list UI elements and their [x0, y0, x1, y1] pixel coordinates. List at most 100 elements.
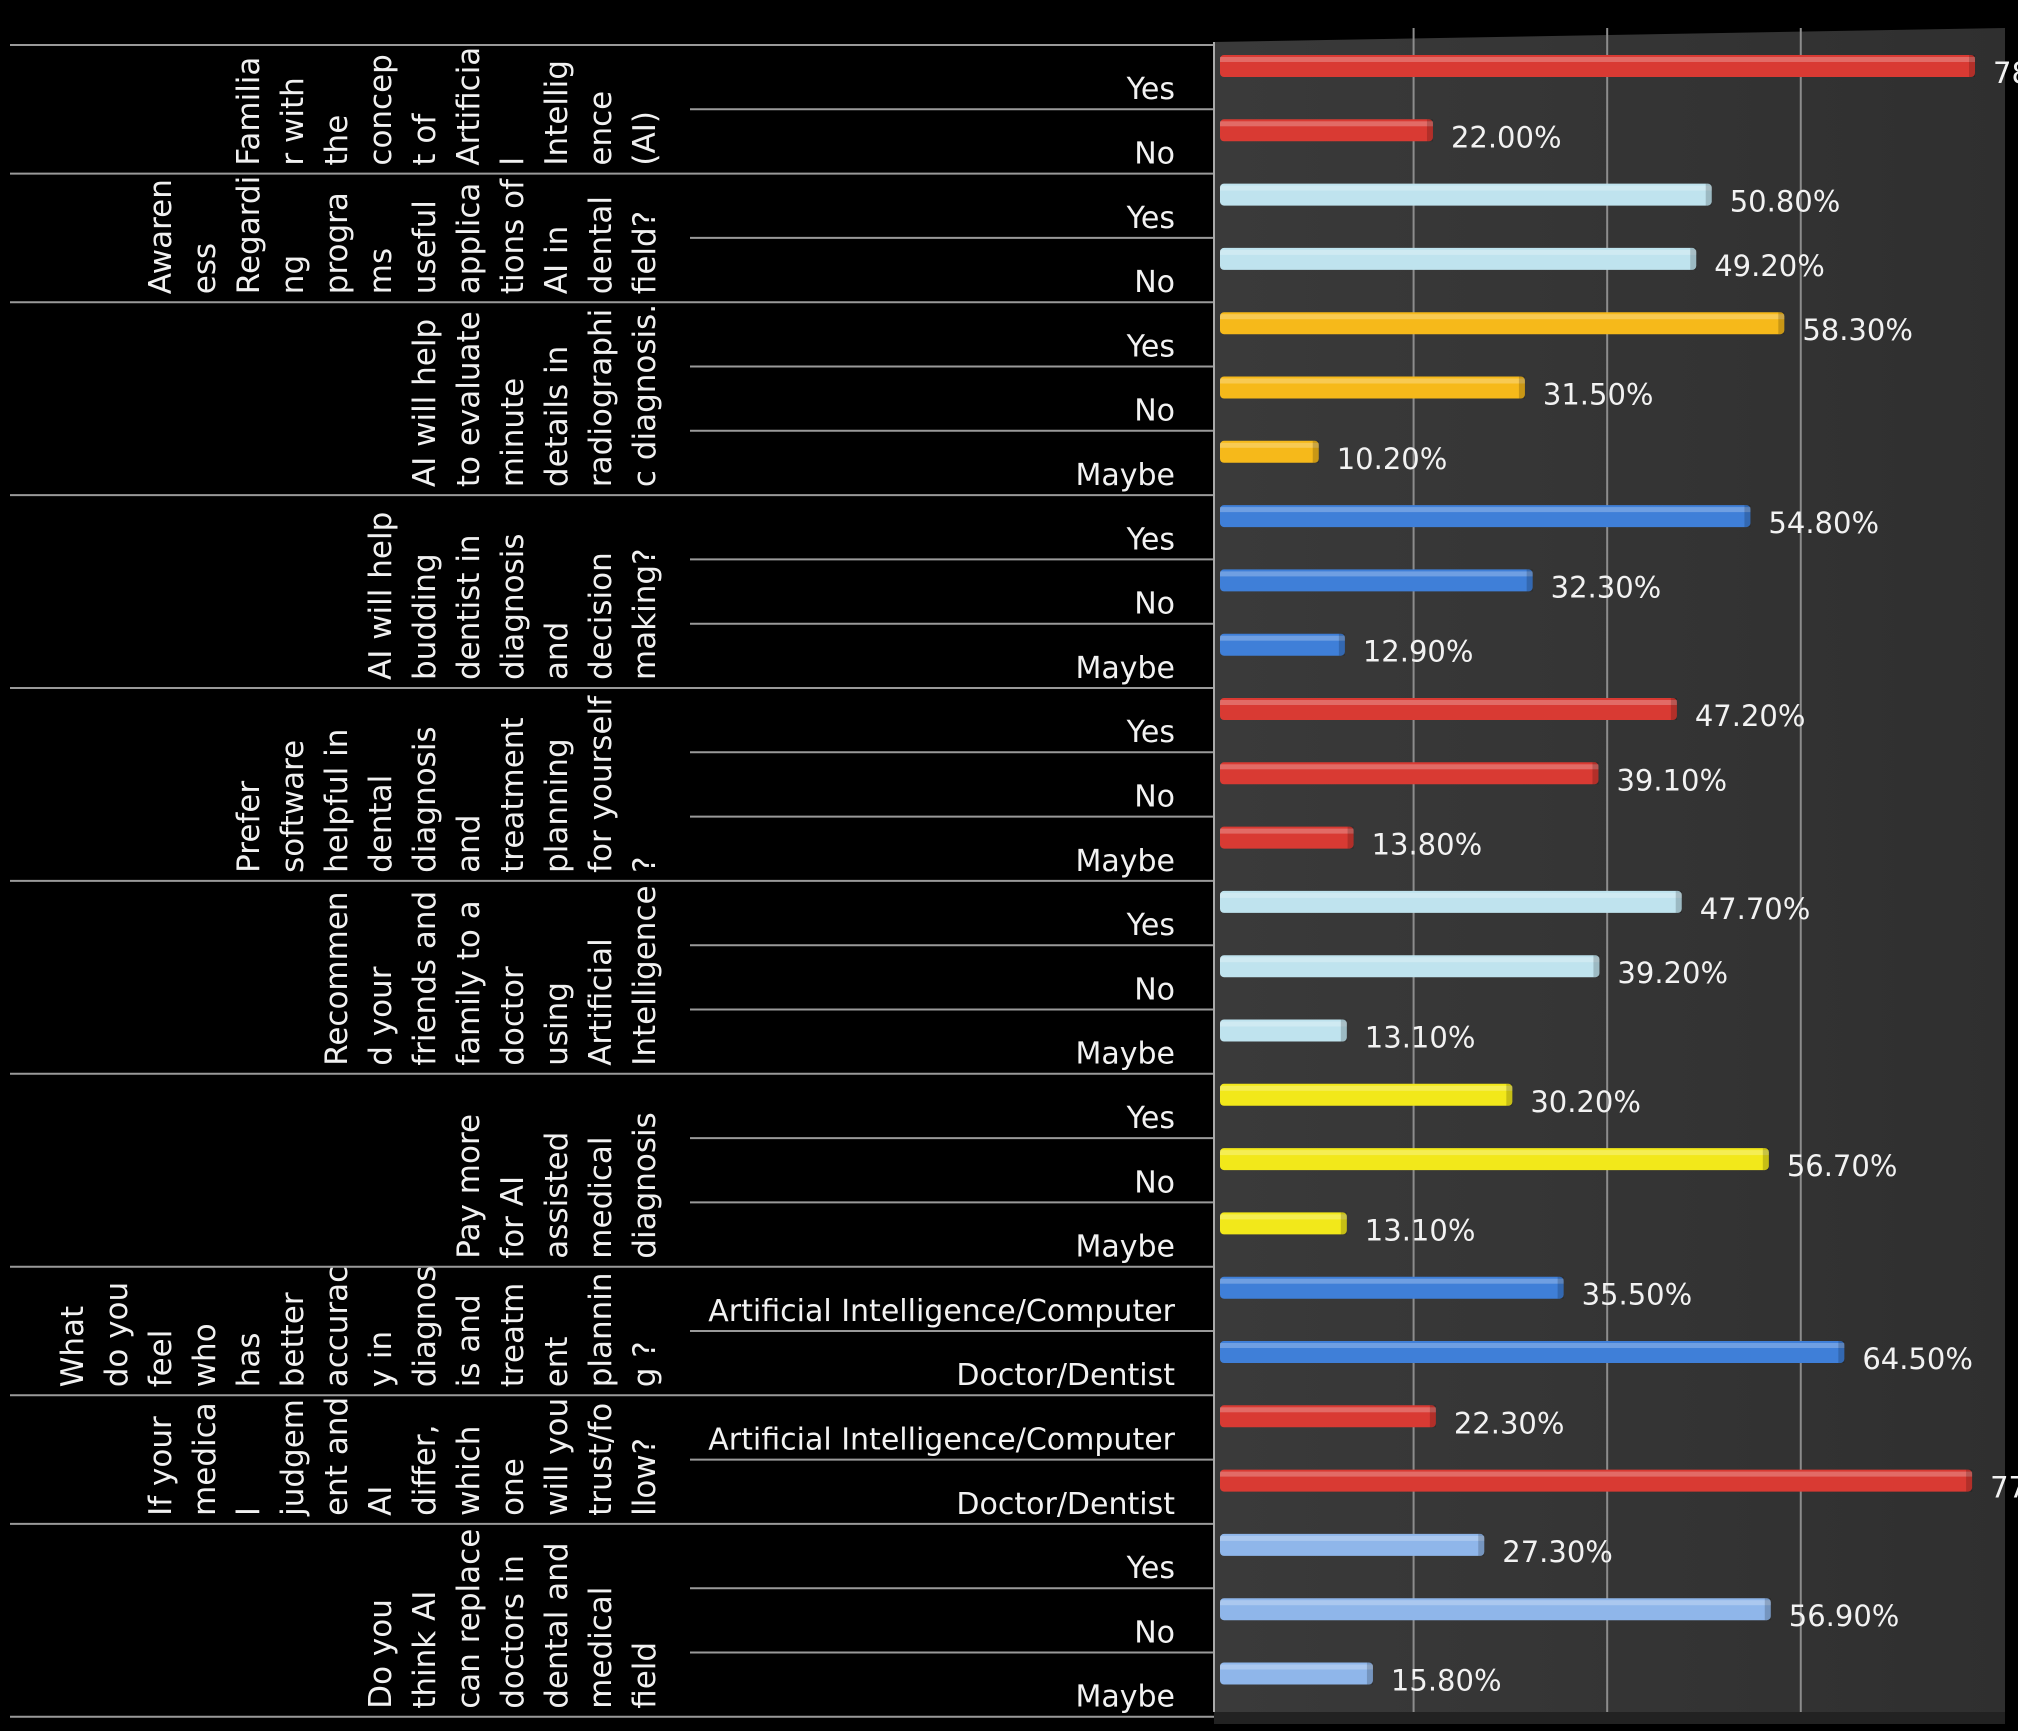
question-label-line: dental: [583, 196, 619, 294]
question-label-line: for yourself: [583, 695, 619, 873]
value-label: 77.70%: [1990, 1471, 2018, 1505]
value-label: 39.20%: [1617, 956, 1728, 990]
question-label-line: can replace: [451, 1529, 487, 1709]
bar-end: [1518, 376, 1525, 399]
category-label: Yes: [1126, 1551, 1175, 1586]
category-label: Maybe: [1075, 1230, 1175, 1265]
question-label-line: Prefer: [231, 781, 267, 873]
category-label: No: [1134, 1165, 1175, 1200]
value-label: 31.50%: [1543, 378, 1654, 412]
question-label-line: Intelligence: [627, 885, 663, 1065]
value-label: 27.30%: [1502, 1535, 1613, 1569]
bar-highlight: [1220, 1471, 1973, 1477]
value-label: 13.80%: [1372, 828, 1483, 862]
question-label-line: medical: [583, 1136, 619, 1258]
question-label-line: Awaren: [143, 179, 179, 294]
bar: [1220, 183, 1712, 206]
category-labels: Yes No Yes No Yes No Maybe Yes No Maybe Yes No Maybe…: [708, 72, 1175, 1715]
question-label-line: ess: [187, 243, 223, 294]
question-label-line: is and: [451, 1294, 487, 1387]
bar-highlight: [1220, 1600, 1771, 1606]
bar-end: [1526, 569, 1533, 592]
bar-highlight: [1220, 442, 1319, 448]
question-label-line: dental and: [539, 1542, 575, 1708]
category-label: Artificial Intelligence/Computer: [708, 1422, 1175, 1457]
bar: [1220, 1019, 1347, 1042]
bar: [1220, 1405, 1436, 1428]
category-label: No: [1134, 394, 1175, 429]
bar: [1220, 1083, 1513, 1106]
bar-end: [1762, 1148, 1769, 1171]
question-label-line: Do you: [363, 1599, 399, 1709]
question-label-line: will you: [539, 1398, 575, 1516]
question-label-line: accurac: [319, 1266, 355, 1388]
bar-highlight: [1220, 314, 1785, 320]
question-label-line: do you: [99, 1282, 135, 1387]
question-label-line: AI in: [539, 226, 575, 294]
bar: [1220, 569, 1533, 592]
question-label-line: tions of: [495, 178, 531, 294]
gridlines: [1412, 28, 1802, 1712]
bar: [1220, 440, 1319, 463]
question-label-line: software: [275, 740, 311, 873]
question-label-line: ?: [627, 856, 663, 872]
bar: [1220, 762, 1599, 785]
question-label-line: y in: [363, 1331, 399, 1387]
question-label-line: progra: [319, 192, 355, 294]
value-label: 49.20%: [1714, 249, 1825, 283]
question-label-line: field: [627, 1642, 663, 1709]
question-label-line: budding: [407, 553, 443, 680]
bar-end: [1690, 247, 1697, 270]
question-label-line: Recommen: [319, 891, 355, 1065]
question-label-line: doctor: [495, 966, 531, 1066]
value-label: 50.80%: [1730, 185, 1841, 219]
question-label-line: diagnosis: [627, 1112, 663, 1259]
bar-highlight: [1220, 1407, 1436, 1413]
category-label: Yes: [1126, 522, 1175, 557]
question-label-line: feel: [143, 1330, 179, 1388]
question-label-line: trust/fo: [583, 1403, 619, 1516]
bar-highlight: [1220, 1021, 1347, 1027]
question-label-line: d your: [363, 966, 399, 1065]
bar-end: [1966, 1469, 1973, 1492]
bar-highlight: [1220, 57, 1975, 62]
category-label: Yes: [1126, 329, 1175, 364]
question-label-line: and: [451, 815, 487, 873]
bar: [1220, 1148, 1769, 1171]
question-label-line: radiographi: [583, 309, 619, 487]
bar-end: [1338, 633, 1345, 656]
category-label: Maybe: [1075, 844, 1175, 879]
question-label-line: the: [319, 115, 355, 166]
category-label: No: [1134, 136, 1175, 171]
question-label-line: Pay more: [451, 1114, 487, 1259]
question-label-line: diagnosis: [407, 726, 443, 873]
value-label: 10.20%: [1337, 442, 1448, 476]
bar-end: [1347, 826, 1354, 849]
bar-highlight: [1220, 1214, 1347, 1220]
question-label-line: AI will help: [363, 512, 399, 680]
bar: [1220, 955, 1600, 978]
category-label: Maybe: [1075, 458, 1175, 493]
bar: [1220, 505, 1751, 528]
question-label-line: If your: [143, 1416, 179, 1516]
bar-highlight: [1220, 764, 1599, 770]
bar: [1220, 1662, 1373, 1685]
question-label-line: for AI: [495, 1176, 531, 1259]
value-label: 58.30%: [1802, 313, 1913, 347]
question-label-line: Artificia: [451, 47, 487, 166]
value-label: 22.00%: [1451, 120, 1562, 154]
bar-end: [1340, 1019, 1347, 1042]
question-label-line: (AI): [627, 111, 663, 166]
bar: [1220, 633, 1345, 656]
bar-end: [1312, 440, 1319, 463]
value-label: 30.20%: [1530, 1085, 1641, 1119]
bar-highlight: [1220, 121, 1433, 127]
question-label-line: l: [495, 157, 531, 166]
question-label-line: better: [275, 1292, 311, 1387]
value-label: 56.90%: [1789, 1599, 1900, 1633]
question-label-line: using: [539, 982, 575, 1066]
bar-end: [1838, 1341, 1845, 1363]
bar-highlight: [1220, 507, 1751, 513]
value-label: 56.70%: [1787, 1149, 1898, 1183]
value-label: 78.00%: [1993, 56, 2018, 90]
